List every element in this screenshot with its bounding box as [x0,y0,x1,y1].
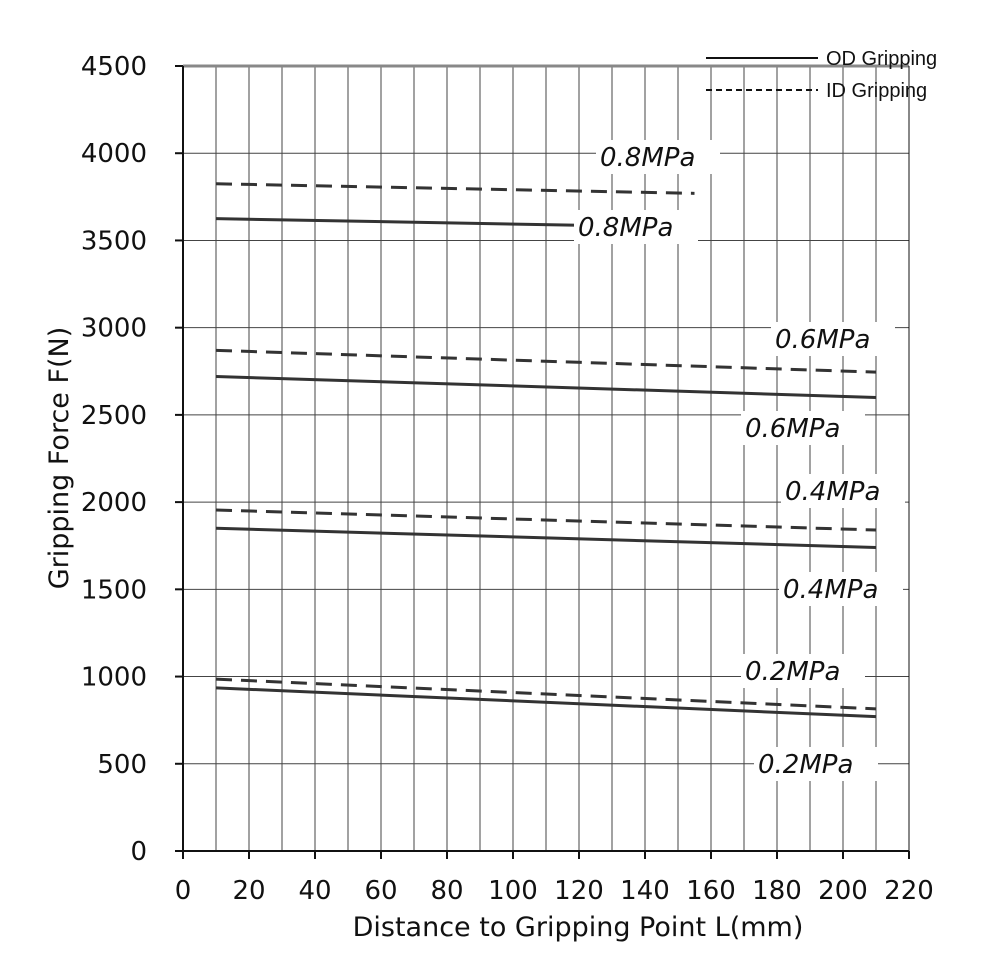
id-series-line-0-8mpa [215,182,695,195]
y-tick-label: 0 [130,837,147,867]
y-tick-label: 4500 [81,52,147,82]
series-label-bg [771,322,895,356]
od-series-line-0-4mpa [215,526,877,549]
series-label: 0.4MPa [785,477,880,507]
x-axis-title: Distance to Gripping Point L(mm) [353,912,804,943]
series-label-bg [779,572,903,606]
x-tick-label: 140 [620,876,670,906]
x-tick-label: 160 [686,876,736,906]
x-tick-label: 80 [430,876,463,906]
x-tick-label: 220 [884,876,934,906]
id-series-line-0-6mpa [215,348,877,374]
od-series-line-0-2mpa [215,686,877,719]
series-label: 0.8MPa [578,213,673,243]
x-tick-label: 200 [818,876,868,906]
x-tick-label: 180 [752,876,802,906]
y-tick-label: 2000 [81,488,147,518]
axes [175,65,910,859]
tick-labels: 0 500 1000 1500 2000 2500 3000 3500 4000 4500 0 20 4… [81,52,934,906]
series-lines [215,182,877,719]
x-tick-label: 120 [554,876,604,906]
series-label: 0.8MPa [600,143,695,173]
y-tick-label: 1500 [81,575,147,605]
id-series-line-0-4mpa [215,508,877,532]
series-label-bg [741,411,865,445]
y-tick-label: 3000 [81,314,147,344]
x-tick-label: 20 [232,876,265,906]
series-label-bg [741,654,865,688]
od-series-line-0-6mpa [215,375,877,399]
x-tick-label: 60 [364,876,397,906]
series-label-bg [574,210,698,244]
series-label: 0.6MPa [745,414,840,444]
x-tick-label: 100 [488,876,538,906]
grid [183,64,909,851]
y-tick-label: 500 [97,750,147,780]
series-label: 0.6MPa [775,325,870,355]
series-label: 0.2MPa [758,750,853,780]
legend: OD Gripping ID Gripping [706,48,937,102]
id-series-line-0-2mpa [215,677,877,711]
y-tick-label: 4000 [81,139,147,169]
y-axis-title: Gripping Force F(N) [44,327,75,590]
series-label-bg [781,474,905,508]
y-tick-label: 3500 [81,226,147,256]
x-tick-label: 40 [298,876,331,906]
series-label-bg [754,747,878,781]
legend-label-od: OD Gripping [826,48,937,70]
x-tick-label: 0 [175,876,192,906]
y-tick-label: 1000 [81,663,147,693]
legend-label-id: ID Gripping [826,80,927,102]
series-label-bg [596,140,720,174]
series-label: 0.2MPa [745,657,840,687]
series-label: 0.4MPa [783,575,878,605]
series-labels: 0.8MPa 0.8MPa 0.6MPa 0.6MPa 0.4MPa 0.4MPa 0.2M… [574,140,905,781]
y-tick-label: 2500 [81,401,147,431]
